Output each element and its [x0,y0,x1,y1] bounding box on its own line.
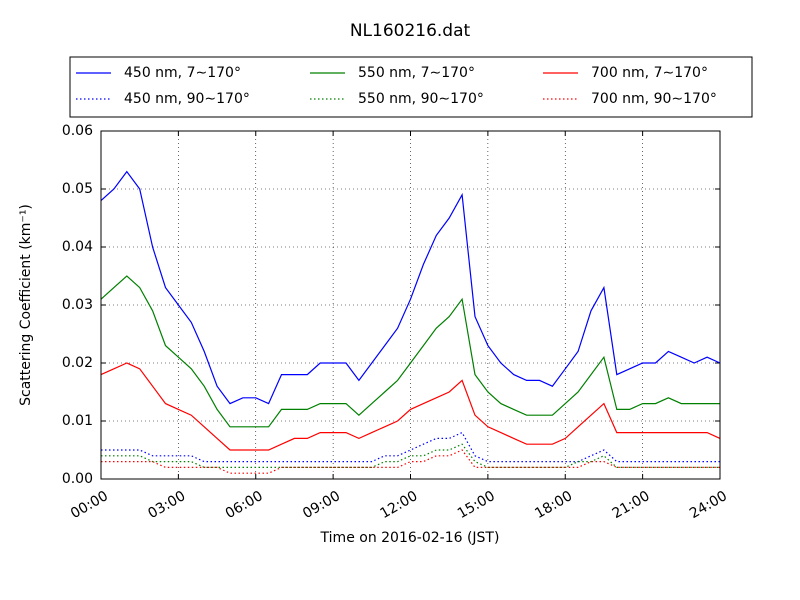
y-tick-label: 0.05 [62,181,93,197]
legend-label: 450 nm, 90∼170° [124,91,250,107]
series-line [100,275,720,428]
legend-label: 450 nm, 7∼170° [124,65,241,81]
y-tick-label: 0.01 [62,413,93,429]
legend-label: 700 nm, 7∼170° [591,65,708,81]
series-line [101,443,720,468]
legend-label: 550 nm, 7∼170° [358,65,475,81]
legend-label: 550 nm, 90∼170° [358,91,484,107]
legend-frame [69,56,753,118]
legend-label: 700 nm, 90∼170° [591,91,717,107]
plot-frame [100,130,721,480]
y-tick-label: 0.04 [62,239,93,255]
series-line [101,449,720,474]
series-line [100,170,721,405]
y-tick-label: 0.00 [62,471,93,487]
series-line [100,362,721,451]
y-tick-label: 0.02 [62,355,93,371]
y-tick-label: 0.03 [62,297,93,313]
y-tick-label: 0.06 [62,123,93,139]
x-axis-label: Time on 2016-02-16 (JST) [320,530,500,546]
y-axis-label: Scattering Coefficient (km⁻¹) [18,204,34,406]
chart-title: NL160216.dat [350,21,471,41]
